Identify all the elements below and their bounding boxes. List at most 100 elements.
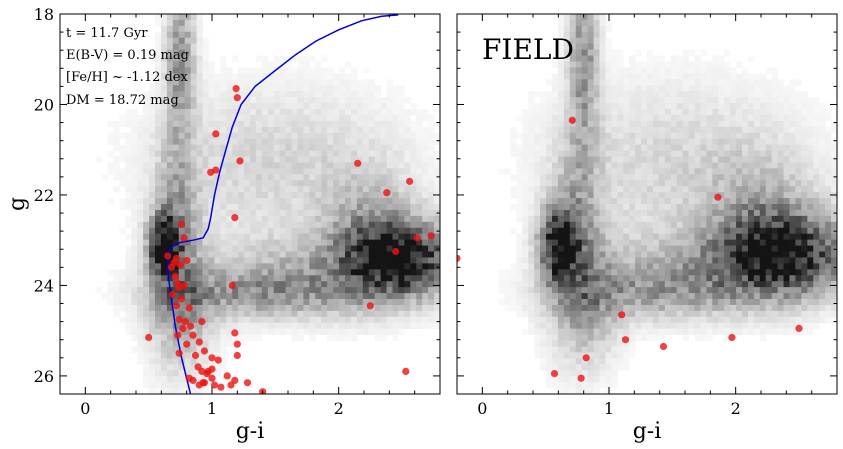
density-cell (575, 293, 583, 300)
density-cell (605, 144, 612, 151)
density-cell (753, 109, 761, 116)
density-cell (434, 251, 440, 258)
density-cell (581, 239, 589, 246)
density-cell (285, 97, 292, 104)
density-cell (777, 109, 784, 116)
density-cell (664, 174, 672, 181)
density-cell (279, 328, 287, 336)
density-cell (629, 233, 636, 241)
density-cell (540, 215, 547, 223)
density-cell (303, 304, 310, 312)
density-cell (593, 340, 600, 347)
density-cell (155, 376, 162, 383)
density-cell (664, 192, 672, 199)
density-cell (629, 328, 636, 336)
density-cell (184, 132, 192, 140)
density-cell (540, 304, 547, 312)
density-cell (522, 293, 529, 300)
density-cell (303, 328, 310, 336)
density-cell (593, 168, 600, 175)
density-cell (759, 293, 767, 300)
density-cell (771, 186, 779, 193)
density-cell (208, 126, 215, 134)
density-cell (428, 174, 435, 181)
density-cell (327, 180, 334, 187)
density-cell (297, 263, 304, 270)
density-cell (131, 109, 138, 116)
density-cell (386, 114, 393, 122)
density-cell (652, 251, 660, 258)
density-cell (664, 227, 672, 235)
density-cell (575, 257, 583, 264)
density-cell (664, 120, 672, 128)
density-cell (350, 310, 358, 318)
density-cell (214, 352, 221, 359)
star-point (210, 381, 219, 389)
density-cell (261, 120, 269, 128)
density-cell (730, 174, 737, 181)
density-cell (718, 239, 725, 246)
density-cell (315, 304, 322, 312)
density-cell (623, 257, 630, 264)
density-cell (599, 37, 606, 45)
density-cell (297, 215, 304, 223)
density-cell (184, 221, 192, 229)
density-cell (724, 138, 731, 146)
density-cell (303, 126, 310, 134)
density-cell (160, 215, 168, 223)
density-cell (196, 55, 203, 62)
density-cell (747, 233, 755, 241)
density-cell (190, 304, 197, 312)
density-cell (641, 150, 648, 157)
density-cell (623, 120, 630, 128)
density-cell (736, 162, 743, 169)
density-cell (700, 293, 707, 300)
density-cell (131, 174, 138, 181)
density-cell (356, 293, 364, 300)
density-cell (599, 310, 606, 318)
density-cell (593, 293, 600, 300)
density-cell (184, 156, 192, 163)
density-cell (557, 162, 565, 169)
density-cell (166, 334, 174, 341)
density-cell (422, 144, 429, 151)
density-cell (617, 55, 624, 62)
density-cell (688, 91, 695, 98)
density-cell (652, 150, 660, 157)
density-cell (214, 304, 221, 312)
density-cell (398, 263, 405, 270)
density-cell (368, 227, 376, 235)
density-cell (398, 221, 405, 229)
density-cell (605, 132, 612, 140)
density-cell (345, 221, 352, 229)
density-cell (676, 304, 684, 312)
density-cell (315, 263, 322, 270)
density-cell (416, 186, 423, 193)
density-cell (664, 150, 672, 157)
density-cell (534, 91, 541, 98)
star-point (207, 168, 215, 176)
left-y-axis-label: g (5, 197, 30, 211)
density-cell (771, 144, 779, 151)
density-cell (688, 245, 695, 252)
density-cell (131, 198, 138, 205)
density-cell (244, 162, 251, 169)
density-cell (374, 239, 382, 246)
density-cell (172, 114, 180, 122)
density-cell (350, 287, 358, 294)
density-cell (374, 138, 382, 146)
density-cell (557, 120, 565, 128)
density-cell (623, 156, 630, 163)
density-cell (422, 275, 429, 282)
density-cell (184, 85, 192, 92)
density-cell (771, 97, 779, 104)
density-cell (575, 25, 583, 33)
density-cell (392, 109, 399, 116)
density-cell (374, 293, 382, 300)
density-cell (742, 180, 749, 187)
density-cell (321, 209, 328, 217)
density-cell (611, 310, 618, 318)
density-cell (546, 138, 553, 146)
density-cell (190, 251, 197, 258)
density-cell (226, 334, 233, 341)
